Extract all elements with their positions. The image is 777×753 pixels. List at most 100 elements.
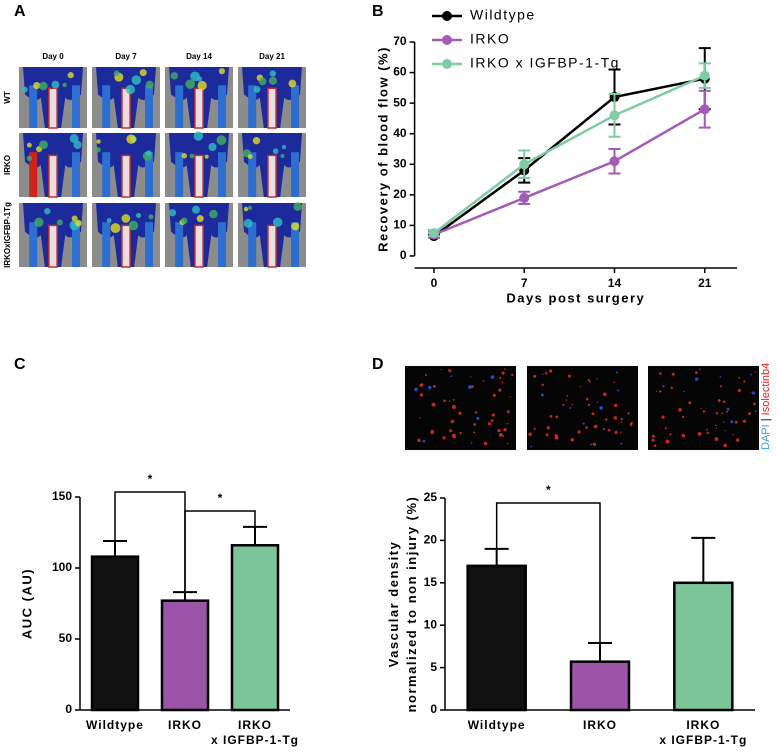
hotspot (209, 209, 218, 219)
leg (291, 222, 300, 267)
stain (735, 438, 740, 442)
stain (730, 420, 734, 424)
stain (753, 402, 756, 406)
micrograph-bg (405, 366, 516, 450)
stain (554, 435, 559, 440)
y-tick-label: 25 (424, 490, 438, 504)
perfusion-image (238, 67, 306, 129)
hotspot (216, 135, 227, 146)
y-tick-label: 10 (393, 218, 407, 232)
hotspot (39, 140, 48, 150)
leg (218, 222, 227, 267)
hotspot (293, 202, 302, 211)
point (519, 159, 530, 170)
tail (48, 224, 58, 268)
stain (717, 399, 721, 403)
leg (175, 152, 184, 197)
hotspot (139, 69, 147, 77)
stain (569, 407, 572, 409)
stain (417, 438, 421, 443)
stain (602, 392, 607, 397)
stain (571, 403, 574, 406)
stain (501, 371, 505, 375)
panel-label: B (372, 3, 384, 20)
image-legend-label: Isolectinb4 (760, 363, 772, 416)
x-tick-label: IRKO x IGFBP-1-Tg (659, 718, 747, 747)
legend-label: IRKO (470, 31, 510, 47)
perfusion-image (19, 133, 87, 198)
leg (145, 85, 154, 128)
x-tick-label: 21 (698, 276, 712, 290)
series-line (433, 77, 706, 238)
stain (565, 399, 568, 401)
stain (528, 432, 532, 437)
hotspot (268, 76, 277, 85)
leg (145, 152, 154, 197)
perfusion-image (238, 202, 306, 268)
x-tick-label: 0 (431, 276, 438, 290)
stain (726, 407, 730, 411)
stain (653, 444, 657, 447)
stain (450, 375, 453, 378)
hotspot (110, 223, 121, 234)
stain (721, 412, 724, 415)
stain (670, 386, 674, 390)
y-tick-label: 70 (393, 34, 407, 48)
error-bar (484, 547, 509, 566)
hotspot (136, 212, 142, 219)
stain (723, 443, 727, 448)
stain (738, 376, 741, 379)
tail (267, 154, 277, 198)
bar (230, 544, 280, 712)
hotspot (75, 219, 82, 227)
stain (419, 383, 423, 387)
hotspot (170, 72, 178, 80)
point (699, 70, 710, 81)
tail (267, 87, 277, 129)
tail (48, 87, 58, 129)
tail (121, 154, 131, 198)
stain (587, 403, 591, 406)
leg (72, 222, 81, 267)
hotspot (180, 217, 188, 225)
x-tick-label: IRKO (168, 718, 202, 732)
stain (593, 424, 598, 429)
y-axis-label: Vascular density normalized to non injury… (386, 496, 419, 713)
stain (592, 442, 597, 446)
stain (602, 428, 605, 431)
hotspot (96, 139, 101, 144)
stain (509, 396, 512, 398)
y-axis-label: AUC (AU) (19, 568, 34, 639)
stain (607, 428, 611, 432)
stain (431, 402, 436, 407)
stain (443, 399, 446, 403)
tail (194, 154, 204, 198)
hotspot (272, 148, 279, 155)
stain (754, 371, 757, 373)
leg (29, 152, 38, 197)
y-tick-label: 10 (424, 617, 438, 631)
micrograph (648, 366, 759, 450)
stain (530, 445, 533, 448)
hotspot (197, 80, 207, 91)
y-tick-label: 150 (52, 489, 72, 503)
series-line (433, 74, 706, 235)
perfusion-image (92, 67, 160, 129)
leg (218, 85, 227, 128)
hotspot (145, 80, 154, 89)
hotspot (196, 215, 204, 223)
stain (549, 414, 553, 418)
stain (681, 433, 686, 438)
stain (511, 373, 514, 377)
stain (750, 373, 752, 376)
stain (661, 415, 665, 419)
point (609, 156, 620, 167)
stain (724, 430, 726, 432)
perfusion-image (165, 67, 233, 129)
bar (90, 555, 140, 712)
hotspot (131, 75, 142, 85)
significance-bracket (495, 502, 601, 644)
point (699, 104, 710, 115)
stain (470, 376, 472, 378)
stain (599, 406, 604, 410)
